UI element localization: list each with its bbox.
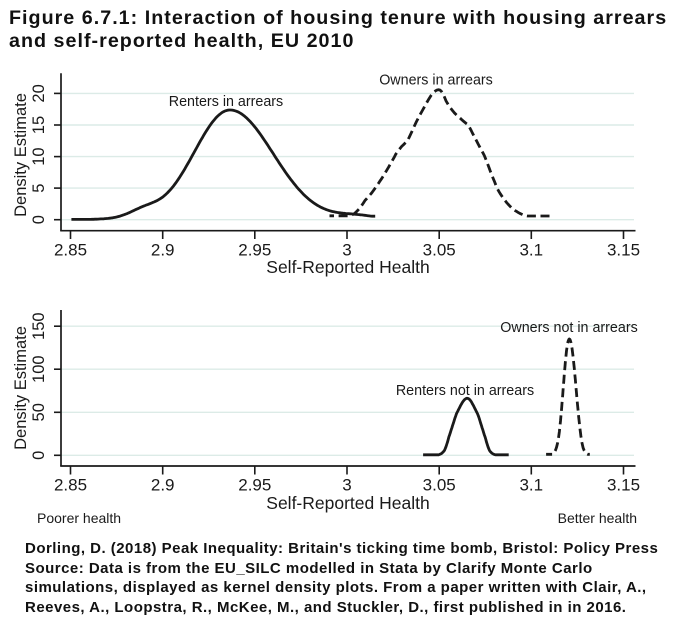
svg-text:Owners not in arrears: Owners not in arrears	[500, 320, 637, 336]
svg-text:100: 100	[30, 355, 48, 383]
svg-text:3: 3	[342, 476, 351, 495]
svg-text:2.85: 2.85	[54, 476, 87, 495]
svg-text:5: 5	[30, 184, 48, 193]
svg-text:0: 0	[30, 215, 48, 224]
svg-text:3.05: 3.05	[423, 241, 456, 260]
svg-text:3: 3	[342, 241, 351, 260]
svg-text:3.1: 3.1	[519, 476, 543, 495]
svg-text:3.15: 3.15	[607, 241, 640, 260]
svg-text:15: 15	[30, 116, 48, 134]
svg-text:2.85: 2.85	[54, 241, 87, 260]
svg-text:2.9: 2.9	[151, 476, 175, 495]
svg-text:20: 20	[30, 84, 48, 102]
svg-text:0: 0	[30, 451, 48, 460]
svg-text:Self-Reported Health: Self-Reported Health	[266, 493, 429, 513]
svg-text:Renters not in arrears: Renters not in arrears	[396, 383, 534, 399]
svg-text:Density Estimate: Density Estimate	[12, 326, 30, 450]
svg-text:2.95: 2.95	[238, 476, 271, 495]
svg-text:3.15: 3.15	[607, 476, 640, 495]
svg-text:Renters in arrears: Renters in arrears	[169, 94, 283, 110]
svg-text:Density Estimate: Density Estimate	[12, 93, 30, 217]
svg-text:2.95: 2.95	[238, 241, 271, 260]
svg-text:2.9: 2.9	[151, 241, 175, 260]
svg-text:Poorer health: Poorer health	[37, 510, 121, 526]
svg-text:3.05: 3.05	[423, 476, 456, 495]
svg-text:150: 150	[30, 312, 48, 340]
svg-text:3.1: 3.1	[519, 241, 543, 260]
svg-text:50: 50	[30, 403, 48, 421]
svg-text:Self-Reported Health: Self-Reported Health	[266, 257, 429, 277]
svg-text:Owners in arrears: Owners in arrears	[379, 73, 493, 89]
svg-text:Better health: Better health	[558, 510, 637, 526]
svg-text:10: 10	[30, 147, 48, 165]
